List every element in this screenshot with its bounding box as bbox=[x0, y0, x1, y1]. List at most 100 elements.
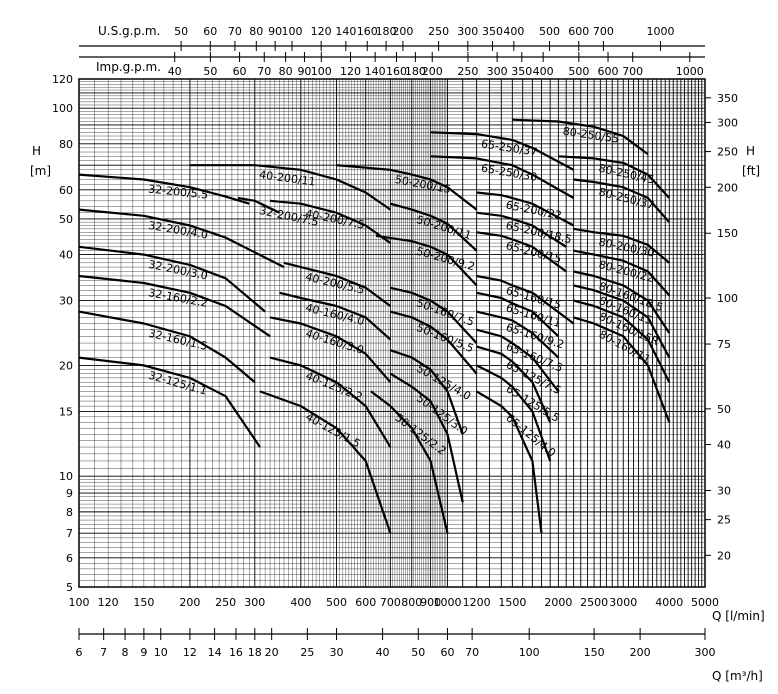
series-curve bbox=[476, 231, 567, 273]
series-curve bbox=[279, 291, 392, 341]
grid bbox=[78, 78, 706, 588]
m3h-tick-label: 16 bbox=[229, 646, 243, 659]
impgpm-tick-label: 350 bbox=[511, 65, 532, 78]
x-tick-label: 500 bbox=[326, 596, 347, 609]
usgpm-tick-label: 180 bbox=[376, 25, 397, 38]
plot-frame bbox=[78, 78, 706, 588]
usgpm-tick-label: 350 bbox=[482, 25, 503, 38]
x-tick-label: 250 bbox=[215, 596, 236, 609]
ft-tick-label: 250 bbox=[717, 146, 738, 159]
x-tick-label: 2000 bbox=[544, 596, 572, 609]
usgpm-tick-label: 90 bbox=[268, 25, 282, 38]
usgpm-tick-label: 70 bbox=[228, 25, 242, 38]
impgpm-tick-label: 50 bbox=[203, 65, 217, 78]
series-curve bbox=[476, 274, 575, 325]
series-layer bbox=[78, 118, 671, 534]
x-tick-label: 200 bbox=[179, 596, 200, 609]
m3h-tick-label: 7 bbox=[100, 646, 107, 659]
x-tick-label: 1000 bbox=[433, 596, 461, 609]
impgpm-tick-label: 1000 bbox=[676, 65, 704, 78]
series-label: 80-250/55 bbox=[562, 125, 620, 146]
series-curve bbox=[237, 196, 280, 214]
series-curve bbox=[476, 345, 552, 423]
impgpm-tick-label: 600 bbox=[598, 65, 619, 78]
impgpm-tick-label: 700 bbox=[622, 65, 643, 78]
series-label: 50-200/11 bbox=[415, 213, 473, 242]
impgpm-tick-label: 80 bbox=[279, 65, 293, 78]
m3h-tick-label: 70 bbox=[465, 646, 479, 659]
y-tick-label: 30 bbox=[59, 295, 73, 308]
series-label: 40-160/3.0 bbox=[304, 327, 365, 357]
impgpm-tick-label: 40 bbox=[168, 65, 182, 78]
series-label: 50-200/9.2 bbox=[415, 245, 476, 274]
series-label: 65-250/37 bbox=[480, 137, 538, 159]
y-tick-label: 8 bbox=[66, 506, 73, 519]
ft-tick-label: 20 bbox=[717, 549, 731, 562]
series-label: 40-125/2.2 bbox=[304, 369, 365, 404]
usgpm-tick-label: 50 bbox=[174, 25, 188, 38]
x-tick-label: 150 bbox=[133, 596, 154, 609]
impgpm-tick-label: 180 bbox=[405, 65, 426, 78]
x-tick-label: 5000 bbox=[691, 596, 719, 609]
m3h-tick-label: 12 bbox=[183, 646, 197, 659]
series-curve bbox=[573, 316, 671, 423]
series-curve bbox=[189, 164, 392, 211]
x-tick-label: 1500 bbox=[498, 596, 526, 609]
y-tick-label: 9 bbox=[66, 487, 73, 500]
impgpm-tick-label: 90 bbox=[297, 65, 311, 78]
usgpm-tick-label: 80 bbox=[249, 25, 263, 38]
series-curve bbox=[390, 202, 478, 252]
series-curve bbox=[78, 274, 271, 338]
series-curve bbox=[78, 208, 285, 269]
y-tick-label: 50 bbox=[59, 213, 73, 226]
ft-tick-label: 350 bbox=[717, 92, 738, 105]
axes: 100 120 150 200 250 300 400 500 600 700 8009001000… bbox=[52, 25, 738, 659]
series-curve bbox=[389, 372, 464, 503]
series-curve bbox=[558, 155, 671, 199]
x-tick-label: 2500 bbox=[580, 596, 608, 609]
y-tick-label: 120 bbox=[52, 73, 73, 86]
series-curve bbox=[269, 356, 392, 448]
usgpm-tick-label: 500 bbox=[539, 25, 560, 38]
y-axis-label-left: H bbox=[32, 144, 41, 158]
y-tick-label: 15 bbox=[59, 405, 73, 418]
series-curve bbox=[476, 211, 567, 248]
y-axis-unit-right: [ft] bbox=[742, 164, 760, 178]
m3h-tick-label: 150 bbox=[584, 646, 605, 659]
series-curve bbox=[269, 316, 392, 383]
m3h-tick-label: 6 bbox=[76, 646, 83, 659]
m3h-tick-label: 10 bbox=[154, 646, 168, 659]
usgpm-tick-label: 60 bbox=[203, 25, 217, 38]
impgpm-tick-label: 250 bbox=[457, 65, 478, 78]
x-tick-label: 600 bbox=[355, 596, 376, 609]
impgpm-axis-label: Imp.g.p.m. bbox=[96, 60, 161, 74]
series-label: 32-200/5.5 bbox=[148, 183, 209, 202]
m3h-tick-label: 60 bbox=[440, 646, 454, 659]
series-curve bbox=[476, 364, 552, 462]
x-axis-label-lmin: Q [l/min] bbox=[712, 609, 765, 623]
x-tick-label: 900 bbox=[420, 596, 441, 609]
x-tick-label: 700 bbox=[380, 596, 401, 609]
series-curve bbox=[78, 310, 256, 384]
series-curve bbox=[573, 270, 671, 334]
usgpm-tick-label: 140 bbox=[335, 25, 356, 38]
series-curve bbox=[78, 356, 261, 448]
usgpm-tick-label: 400 bbox=[503, 25, 524, 38]
x-tick-label: 4000 bbox=[655, 596, 683, 609]
series-curve bbox=[476, 191, 575, 227]
m3h-tick-label: 14 bbox=[208, 646, 222, 659]
x-tick-label: 3000 bbox=[609, 596, 637, 609]
series-curve bbox=[370, 390, 449, 534]
ft-tick-label: 25 bbox=[717, 514, 731, 527]
impgpm-tick-label: 120 bbox=[340, 65, 361, 78]
series-curve bbox=[573, 284, 671, 359]
m3h-tick-label: 18 bbox=[248, 646, 262, 659]
series-curve bbox=[269, 199, 392, 244]
usgpm-tick-label: 300 bbox=[457, 25, 478, 38]
series-curve bbox=[476, 390, 543, 534]
impgpm-tick-label: 70 bbox=[257, 65, 271, 78]
impgpm-tick-label: 60 bbox=[233, 65, 247, 78]
x-tick-label: 400 bbox=[290, 596, 311, 609]
m3h-tick-label: 20 bbox=[265, 646, 279, 659]
usgpm-tick-label: 100 bbox=[282, 25, 303, 38]
